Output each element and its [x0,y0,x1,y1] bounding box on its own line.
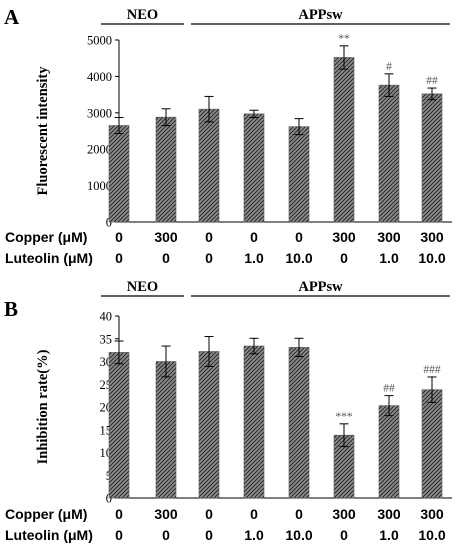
bar [288,347,310,499]
condition-value: 300 [332,229,356,245]
condition-value: 0 [205,229,213,245]
bar [333,57,355,223]
panel-label: A [4,5,20,29]
bar [421,389,443,499]
condition-value: 0 [162,527,170,543]
condition-value: 0 [340,250,348,266]
bar [198,108,220,223]
y-axis-label: Fluorescent intensity [35,66,51,196]
y-tick-label: 3000 [87,106,112,120]
condition-value: 10.0 [418,527,445,543]
condition-value: 300 [154,229,178,245]
significance-mark: ** [338,33,350,45]
condition-label: Luteolin (μM) [5,527,93,543]
condition-value: 300 [154,506,178,522]
bar [378,405,400,499]
y-tick-label: 40 [100,310,113,324]
condition-value: 0 [115,229,123,245]
y-tick-label: 1000 [87,179,112,193]
group-label: NEO [127,279,158,295]
condition-value: 0 [250,506,258,522]
y-tick-label: 0 [106,216,112,230]
group-label: APPsw [298,279,343,295]
bar [421,93,443,223]
group-label: APPsw [298,7,343,23]
bar [108,352,130,499]
bar [243,113,265,223]
panel-label: B [4,297,18,321]
condition-value: 0 [205,527,213,543]
y-tick-label: 4000 [87,70,112,84]
bar [378,84,400,223]
condition-value: 0 [162,250,170,266]
condition-value: 0 [295,506,303,522]
condition-value: 0 [250,229,258,245]
y-tick-label: 35 [100,332,113,346]
significance-mark: ## [383,383,395,395]
condition-value: 300 [377,506,401,522]
condition-value: 1.0 [379,250,399,266]
bar [288,126,310,223]
condition-value: 0 [205,250,213,266]
significance-mark: # [386,61,392,73]
condition-value: 300 [377,229,401,245]
condition-value: 300 [332,506,356,522]
bar [155,116,177,223]
condition-value: 0 [115,506,123,522]
bar [198,351,220,499]
y-tick-label: 2000 [87,143,112,157]
bar [108,125,130,223]
condition-value: 0 [115,250,123,266]
condition-value: 0 [340,527,348,543]
y-tick-label: 0 [106,492,112,506]
condition-value: 300 [420,229,444,245]
condition-value: 1.0 [244,527,264,543]
y-tick-label: 5000 [87,34,112,48]
bar [243,345,265,499]
condition-value: 10.0 [285,250,312,266]
condition-value: 1.0 [244,250,264,266]
condition-value: 0 [205,506,213,522]
condition-label: Copper (μM) [5,229,87,245]
condition-value: 10.0 [285,527,312,543]
condition-value: 10.0 [418,250,445,266]
y-axis-label: Inhibition rate(%) [35,349,51,464]
significance-mark: ## [426,75,438,87]
condition-value: 0 [115,527,123,543]
condition-value: 0 [295,229,303,245]
significance-mark: ### [423,364,441,376]
condition-label: Luteolin (μM) [5,250,93,266]
bar [155,361,177,499]
significance-mark: *** [335,411,353,423]
condition-value: 1.0 [379,527,399,543]
condition-label: Copper (μM) [5,506,87,522]
condition-value: 300 [420,506,444,522]
group-label: NEO [127,7,158,23]
